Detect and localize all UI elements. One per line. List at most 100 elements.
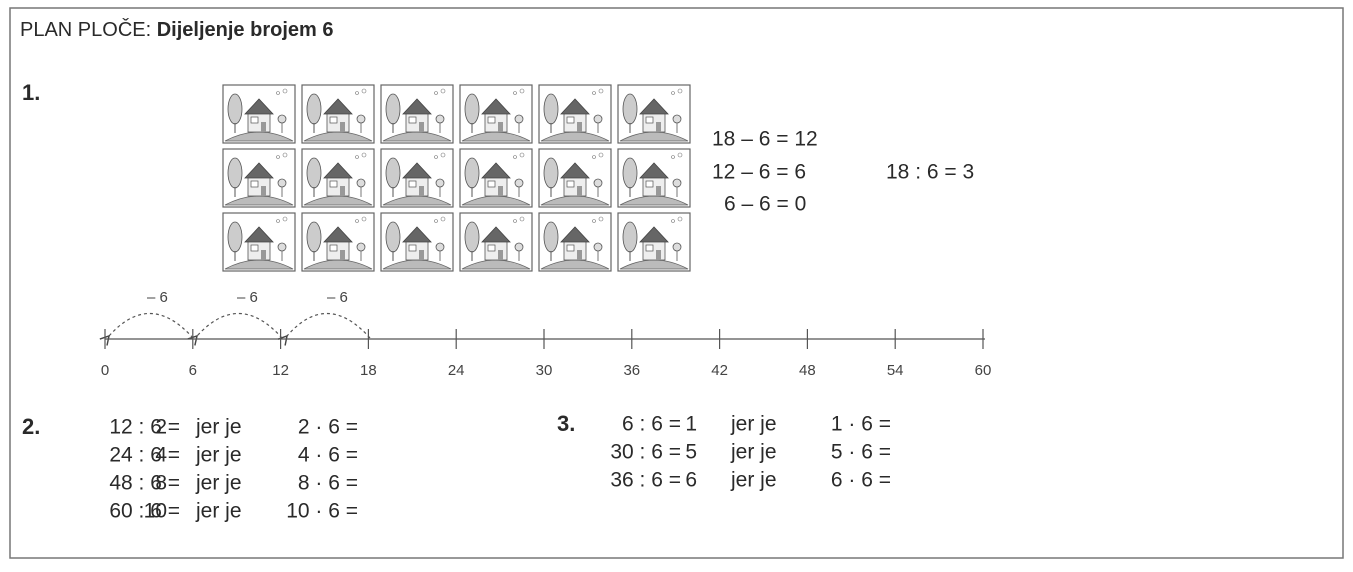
roof [402,226,432,243]
house-picture [222,84,296,144]
jump-label: – 6 [147,289,168,306]
tick-label: 54 [887,362,904,379]
tick-label: 48 [799,362,816,379]
header: PLAN PLOČE: Dijeljenje brojem 6 [20,18,333,41]
smoke [361,152,367,158]
flower [277,242,287,252]
tree [543,93,559,125]
jump-arc [187,313,283,346]
product: 4 · 6 = [298,444,358,467]
smoke [440,216,446,222]
tick-label: 24 [448,362,465,379]
number-line-ticks: 0 6 12 18 24 30 36 42 48 54 60 [101,329,991,379]
window [329,116,338,124]
flower [672,114,682,124]
division: 30 : 6 = [610,441,681,464]
smoke [355,155,359,159]
house-picture [459,148,533,208]
jump-label: – 6 [237,289,258,306]
house-picture [538,84,612,144]
reason: jer je [730,441,777,464]
division: 48 : 6 = [109,472,180,495]
roof [323,226,353,243]
tree [385,93,401,125]
flower [435,242,445,252]
quotient: 1 [685,413,697,436]
smoke [677,88,683,94]
roof [639,98,669,115]
flower [514,242,524,252]
flower [277,114,287,124]
window [566,116,575,124]
flower [435,114,445,124]
house-picture [301,212,375,272]
house-picture [380,84,454,144]
reason: jer je [195,444,242,467]
smoke [513,91,517,95]
smoke [677,216,683,222]
reason: jer je [730,469,777,492]
roof [323,162,353,179]
roof [639,226,669,243]
door [419,122,424,132]
door [340,250,345,260]
jump-arcs [99,313,371,346]
header-title: Dijeljenje brojem 6 [157,19,334,41]
smoke [513,219,517,223]
door [340,186,345,196]
smoke [276,219,280,223]
roof [323,98,353,115]
smoke [361,88,367,94]
door [577,250,582,260]
smoke [361,216,367,222]
roof [560,226,590,243]
window [250,116,259,124]
flower [593,178,603,188]
smoke [276,155,280,159]
house-picture [538,148,612,208]
roof [244,162,274,179]
window [645,116,654,124]
window [645,244,654,252]
house-picture [222,148,296,208]
smoke [677,152,683,158]
division: 60 : 6 = [109,500,180,523]
quotient: 8 [155,472,167,495]
flower [672,178,682,188]
product: 5 · 6 = [831,441,891,464]
tree [306,221,322,253]
roof [481,98,511,115]
flower [356,114,366,124]
tree [385,157,401,189]
reason: jer je [195,472,242,495]
quotient: 2 [155,416,167,439]
frame [9,7,1344,559]
window [329,180,338,188]
smoke [519,152,525,158]
house-picture [222,212,296,272]
tick-label: 30 [536,362,553,379]
tree [227,221,243,253]
reason: jer je [195,416,242,439]
task-label: 3. [557,411,575,436]
roof [560,162,590,179]
window [408,244,417,252]
house-picture [617,84,691,144]
roof [481,226,511,243]
tick-label: 6 [189,362,197,379]
tree [306,93,322,125]
smoke [282,216,288,222]
tree [622,93,638,125]
reason: jer je [195,500,242,523]
door [261,122,266,132]
roof [560,98,590,115]
tree [543,157,559,189]
window [329,244,338,252]
quotient: 10 [144,500,167,523]
smoke [282,152,288,158]
smoke [355,219,359,223]
smoke [440,152,446,158]
roof [244,226,274,243]
window [487,180,496,188]
